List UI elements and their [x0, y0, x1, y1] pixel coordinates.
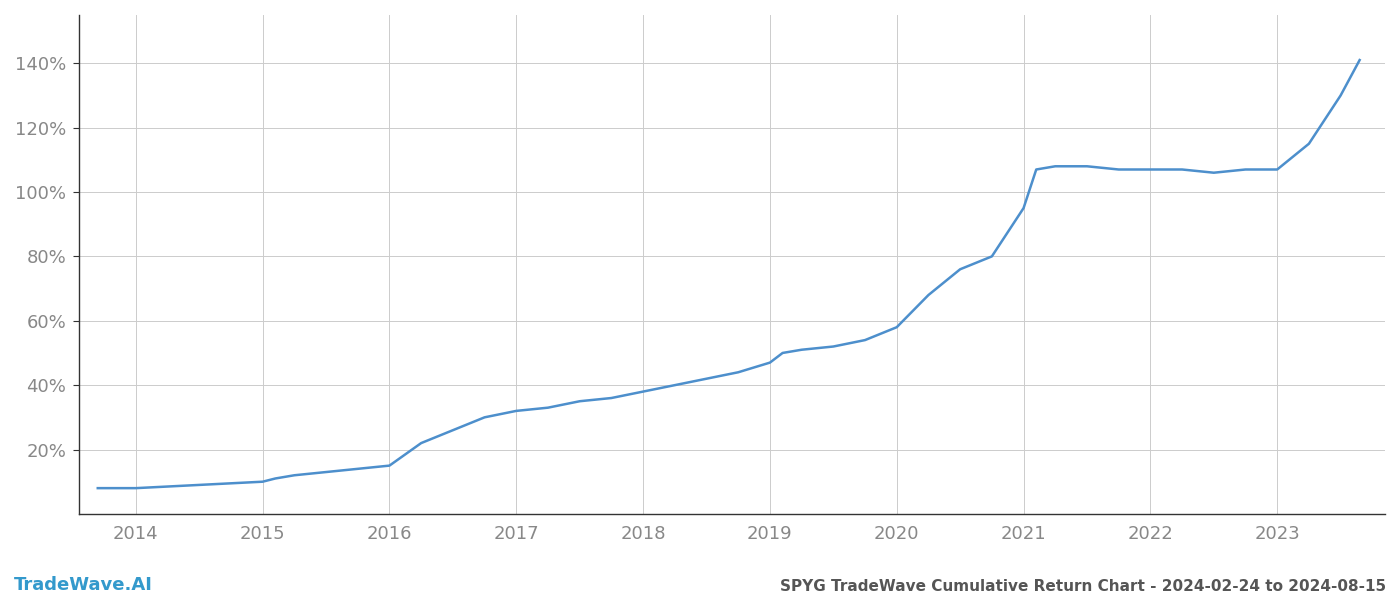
Text: TradeWave.AI: TradeWave.AI — [14, 576, 153, 594]
Text: SPYG TradeWave Cumulative Return Chart - 2024-02-24 to 2024-08-15: SPYG TradeWave Cumulative Return Chart -… — [780, 579, 1386, 594]
